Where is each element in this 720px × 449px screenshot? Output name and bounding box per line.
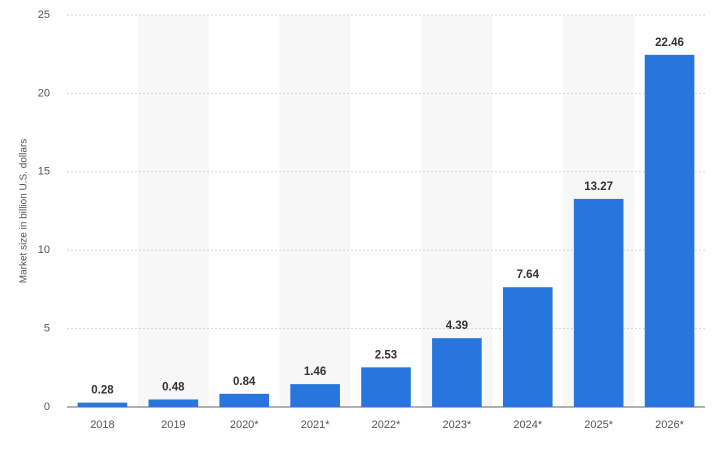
x-tick-label: 2024* <box>513 419 542 431</box>
y-tick-label: 5 <box>44 323 50 335</box>
bar <box>219 393 270 407</box>
x-tick-label: 2022* <box>372 419 401 431</box>
x-tick-label: 2023* <box>443 419 472 431</box>
bar <box>502 287 553 407</box>
x-tick-label: 2018 <box>90 419 114 431</box>
y-axis-label: Market size in billion U.S. dollars <box>19 139 30 284</box>
y-tick-label: 0 <box>44 401 50 413</box>
value-label: 7.64 <box>517 269 540 281</box>
band-shade <box>137 15 209 407</box>
x-tick-label: 2020* <box>230 419 259 431</box>
value-label: 4.39 <box>446 320 468 332</box>
bar <box>148 399 199 407</box>
y-tick-label: 20 <box>38 87 50 99</box>
bar <box>432 338 482 407</box>
value-label: 22.46 <box>655 37 684 49</box>
x-tick-label: 2019 <box>161 419 185 431</box>
value-label: 0.48 <box>162 382 185 394</box>
value-label: 0.84 <box>233 376 256 388</box>
y-tick-label: 25 <box>38 9 50 21</box>
y-tick-label: 10 <box>38 244 50 256</box>
x-tick-label: 2021* <box>301 419 330 431</box>
y-tick-label: 15 <box>38 166 50 178</box>
value-label: 0.28 <box>91 385 114 397</box>
value-label: 2.53 <box>375 349 397 361</box>
bar <box>573 198 624 407</box>
x-tick-label: 2025* <box>584 419 613 431</box>
bar <box>77 402 128 407</box>
band-shade <box>279 15 351 407</box>
value-label: 13.27 <box>584 181 613 193</box>
bar <box>644 54 695 407</box>
bar <box>290 384 340 407</box>
value-label: 1.46 <box>304 366 326 378</box>
x-tick-label: 2026* <box>655 419 684 431</box>
bar <box>361 367 411 407</box>
